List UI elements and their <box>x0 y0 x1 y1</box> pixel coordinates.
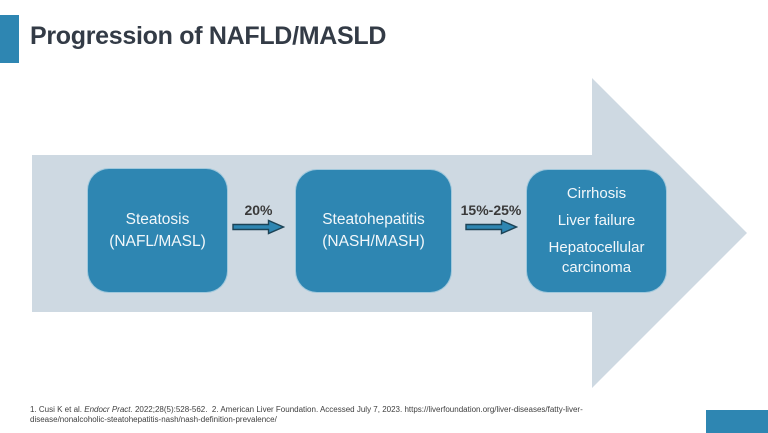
stage-box-steatosis: Steatosis (NAFL/MASL) <box>87 168 228 293</box>
footnote-ref1-suffix: 2022;28(5):528-562. 2. American Liver Fo… <box>132 405 583 414</box>
stage-label-line: (NASH/MASH) <box>322 233 425 250</box>
stage-label-line: Cirrhosis <box>566 185 627 202</box>
stage-label-line: Steatohepatitis <box>322 211 425 228</box>
transition-steatosis-to-nash: 20% <box>226 202 291 235</box>
footnote-references: 1. Cusi K et al. Endocr Pract. 2022;28(5… <box>30 405 690 425</box>
stage-label-line: Liver failure <box>557 212 636 229</box>
title-accent-bar <box>0 15 19 63</box>
transition-nash-to-cirrhosis: 15%-25% <box>456 202 526 235</box>
right-arrow-icon <box>464 219 518 235</box>
footnote-url-continuation: disease/nonalcoholic-steatohepatitis-nas… <box>30 415 277 424</box>
corner-accent-rectangle <box>706 410 768 433</box>
stage-box-outcomes: Cirrhosis Liver failure Hepatocellular c… <box>526 169 667 293</box>
footnote-ref1-prefix: 1. Cusi K et al. <box>30 405 85 414</box>
stage-box-steatohepatitis: Steatohepatitis (NASH/MASH) <box>295 169 452 293</box>
page-title: Progression of NAFLD/MASLD <box>30 22 387 50</box>
stage-label-line: Steatosis <box>125 210 190 228</box>
stage-label-line: (NAFL/MASL) <box>109 232 206 250</box>
stage-label-line: Hepatocellular carcinoma <box>548 239 645 276</box>
right-arrow-icon <box>232 219 285 235</box>
transition-percentage-label: 20% <box>244 202 273 218</box>
transition-percentage-label: 15%-25% <box>460 202 522 218</box>
footnote-journal-name: Endocr Pract. <box>84 405 133 414</box>
